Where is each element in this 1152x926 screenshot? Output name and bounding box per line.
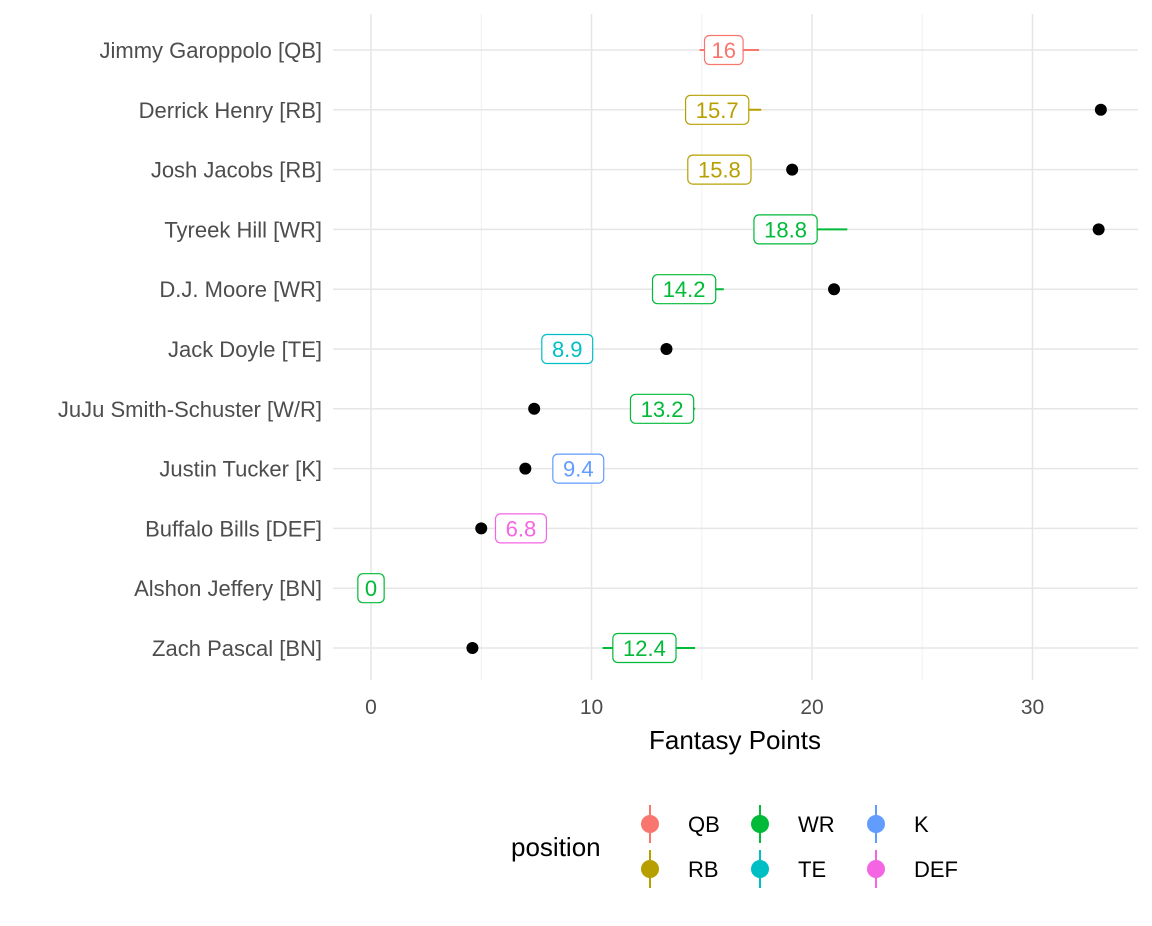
actual-point bbox=[786, 163, 799, 176]
legend-key-te: TE bbox=[751, 850, 826, 888]
projection-label-text: 12.4 bbox=[623, 636, 666, 661]
legend-key-label: DEF bbox=[914, 857, 958, 882]
projection-label-text: 8.9 bbox=[552, 337, 583, 362]
projection-label: 6.8 bbox=[494, 513, 547, 544]
actual-point bbox=[519, 462, 532, 475]
actual-point bbox=[828, 283, 841, 296]
projection-label-box bbox=[684, 94, 750, 125]
legend-key-label: K bbox=[914, 812, 929, 837]
legend-title: position bbox=[511, 832, 601, 862]
projection-label-text: 9.4 bbox=[563, 457, 594, 482]
projection-label-text: 18.8 bbox=[764, 217, 807, 242]
projection-label-text: 6.8 bbox=[506, 516, 537, 541]
x-axis-tick-labels: 0 10 20 30 bbox=[365, 696, 1044, 719]
projection-label-box bbox=[612, 632, 677, 664]
actual-point bbox=[660, 343, 673, 355]
projection-label-text: 13.2 bbox=[641, 397, 684, 422]
legend-key-dot bbox=[751, 815, 769, 833]
projection-label: 12.4 bbox=[612, 632, 677, 664]
projection-label: 15.7 bbox=[684, 94, 750, 125]
x-tick-label: 0 bbox=[365, 696, 377, 719]
legend-items: QB RB WR TE K DEF bbox=[641, 805, 958, 888]
legend-key-label: TE bbox=[798, 857, 826, 882]
legend-key-def: DEF bbox=[867, 850, 958, 888]
y-tick-label: Derrick Henry [RB] bbox=[139, 98, 322, 123]
actual-point bbox=[528, 402, 541, 415]
projection-label-text: 14.2 bbox=[663, 277, 706, 302]
y-tick-label: Josh Jacobs [RB] bbox=[151, 158, 322, 183]
x-tick-label: 20 bbox=[800, 696, 823, 719]
projection-label-box bbox=[651, 274, 717, 305]
legend-key-label: WR bbox=[798, 812, 835, 837]
x-tick-label: 30 bbox=[1021, 696, 1044, 719]
y-tick-label: D.J. Moore [WR] bbox=[159, 277, 322, 302]
projection-label-box bbox=[629, 393, 695, 424]
legend-key-k: K bbox=[867, 805, 929, 843]
y-tick-label: Buffalo Bills [DEF] bbox=[145, 516, 322, 541]
y-tick-label: Justin Tucker [K] bbox=[159, 457, 322, 482]
projection-label-text: 16 bbox=[712, 38, 736, 63]
y-tick-label: Alshon Jeffery [BN] bbox=[134, 576, 322, 601]
projection-label-box bbox=[552, 453, 605, 484]
legend-key-rb: RB bbox=[641, 850, 719, 888]
projection-label: 14.2 bbox=[651, 274, 717, 305]
legend: position QB RB WR TE K DEF bbox=[511, 805, 958, 888]
legend-key-dot bbox=[751, 860, 769, 878]
legend-key-qb: QB bbox=[641, 805, 720, 843]
actual-point bbox=[1094, 103, 1107, 116]
legend-key-dot bbox=[867, 860, 885, 878]
x-tick-label: 10 bbox=[580, 696, 603, 719]
projection-label-text: 15.8 bbox=[698, 158, 741, 183]
y-axis-tick-labels: Jimmy Garoppolo [QB] Derrick Henry [RB] Jo… bbox=[58, 38, 322, 661]
y-tick-label: Zach Pascal [BN] bbox=[152, 636, 322, 661]
legend-key-label: RB bbox=[688, 857, 719, 882]
actual-point bbox=[466, 642, 479, 654]
actual-point bbox=[475, 522, 488, 535]
projection-label-text: 0 bbox=[365, 576, 377, 601]
legend-key-label: QB bbox=[688, 812, 720, 837]
x-axis-title: Fantasy Points bbox=[649, 725, 821, 755]
projection-label: 16 bbox=[703, 34, 744, 66]
projection-label: 15.8 bbox=[687, 154, 752, 185]
projection-label: 8.9 bbox=[541, 333, 594, 365]
projection-label-box bbox=[541, 333, 594, 365]
y-tick-label: Jack Doyle [TE] bbox=[168, 337, 322, 362]
legend-key-dot bbox=[641, 815, 659, 833]
projection-label-box bbox=[357, 573, 385, 604]
legend-key-dot bbox=[641, 860, 659, 878]
projection-labels: 16 15.7 15.8 18.8 14.2 8.9 13.2 9.4 6.8 0 12.4 bbox=[357, 34, 818, 664]
y-tick-label: Tyreek Hill [WR] bbox=[164, 217, 322, 242]
actual-point bbox=[1092, 223, 1105, 236]
grid bbox=[333, 14, 1138, 680]
projection-label-box bbox=[753, 214, 818, 245]
projection-label-box bbox=[703, 34, 744, 66]
projection-label-box bbox=[687, 154, 752, 185]
projection-label: 0 bbox=[357, 573, 385, 604]
projection-label: 13.2 bbox=[629, 393, 695, 424]
y-tick-label: Jimmy Garoppolo [QB] bbox=[99, 38, 322, 63]
projection-label-box bbox=[494, 513, 547, 544]
actual-points bbox=[466, 103, 1107, 654]
projection-label: 9.4 bbox=[552, 453, 605, 484]
legend-key-dot bbox=[867, 815, 885, 833]
projection-label: 18.8 bbox=[753, 214, 818, 245]
y-tick-label: JuJu Smith-Schuster [W/R] bbox=[58, 397, 322, 422]
projection-label-text: 15.7 bbox=[696, 98, 739, 123]
legend-key-wr: WR bbox=[751, 805, 835, 843]
